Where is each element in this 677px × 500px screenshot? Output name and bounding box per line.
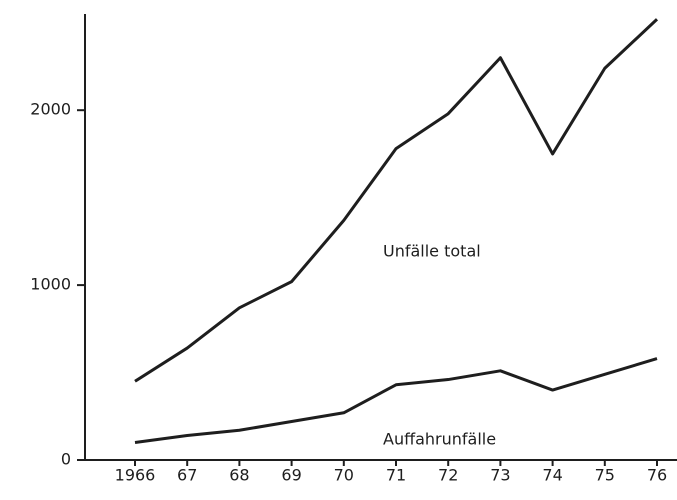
series-label: Auffahrunfälle (383, 430, 496, 449)
x-tick-label: 71 (386, 466, 406, 485)
x-tick-label: 67 (177, 466, 197, 485)
line (134, 18, 659, 383)
y-tick-label: 2000 (30, 100, 71, 119)
x-tick-label: 75 (595, 466, 615, 485)
line (134, 357, 658, 444)
x-tick-label: 74 (542, 466, 562, 485)
series-label: Unfälle total (383, 242, 481, 261)
x-tick-label: 68 (229, 466, 249, 485)
y-tick-label: 1000 (30, 275, 71, 294)
x-tick-label: 69 (281, 466, 301, 485)
x-tick-label: 70 (334, 466, 354, 485)
x-tick-label: 73 (490, 466, 510, 485)
x-tick-label: 72 (438, 466, 458, 485)
x-tick-label: 1966 (115, 466, 156, 485)
y-tick-label: 0 (61, 450, 71, 469)
x-tick-label: 76 (647, 466, 667, 485)
